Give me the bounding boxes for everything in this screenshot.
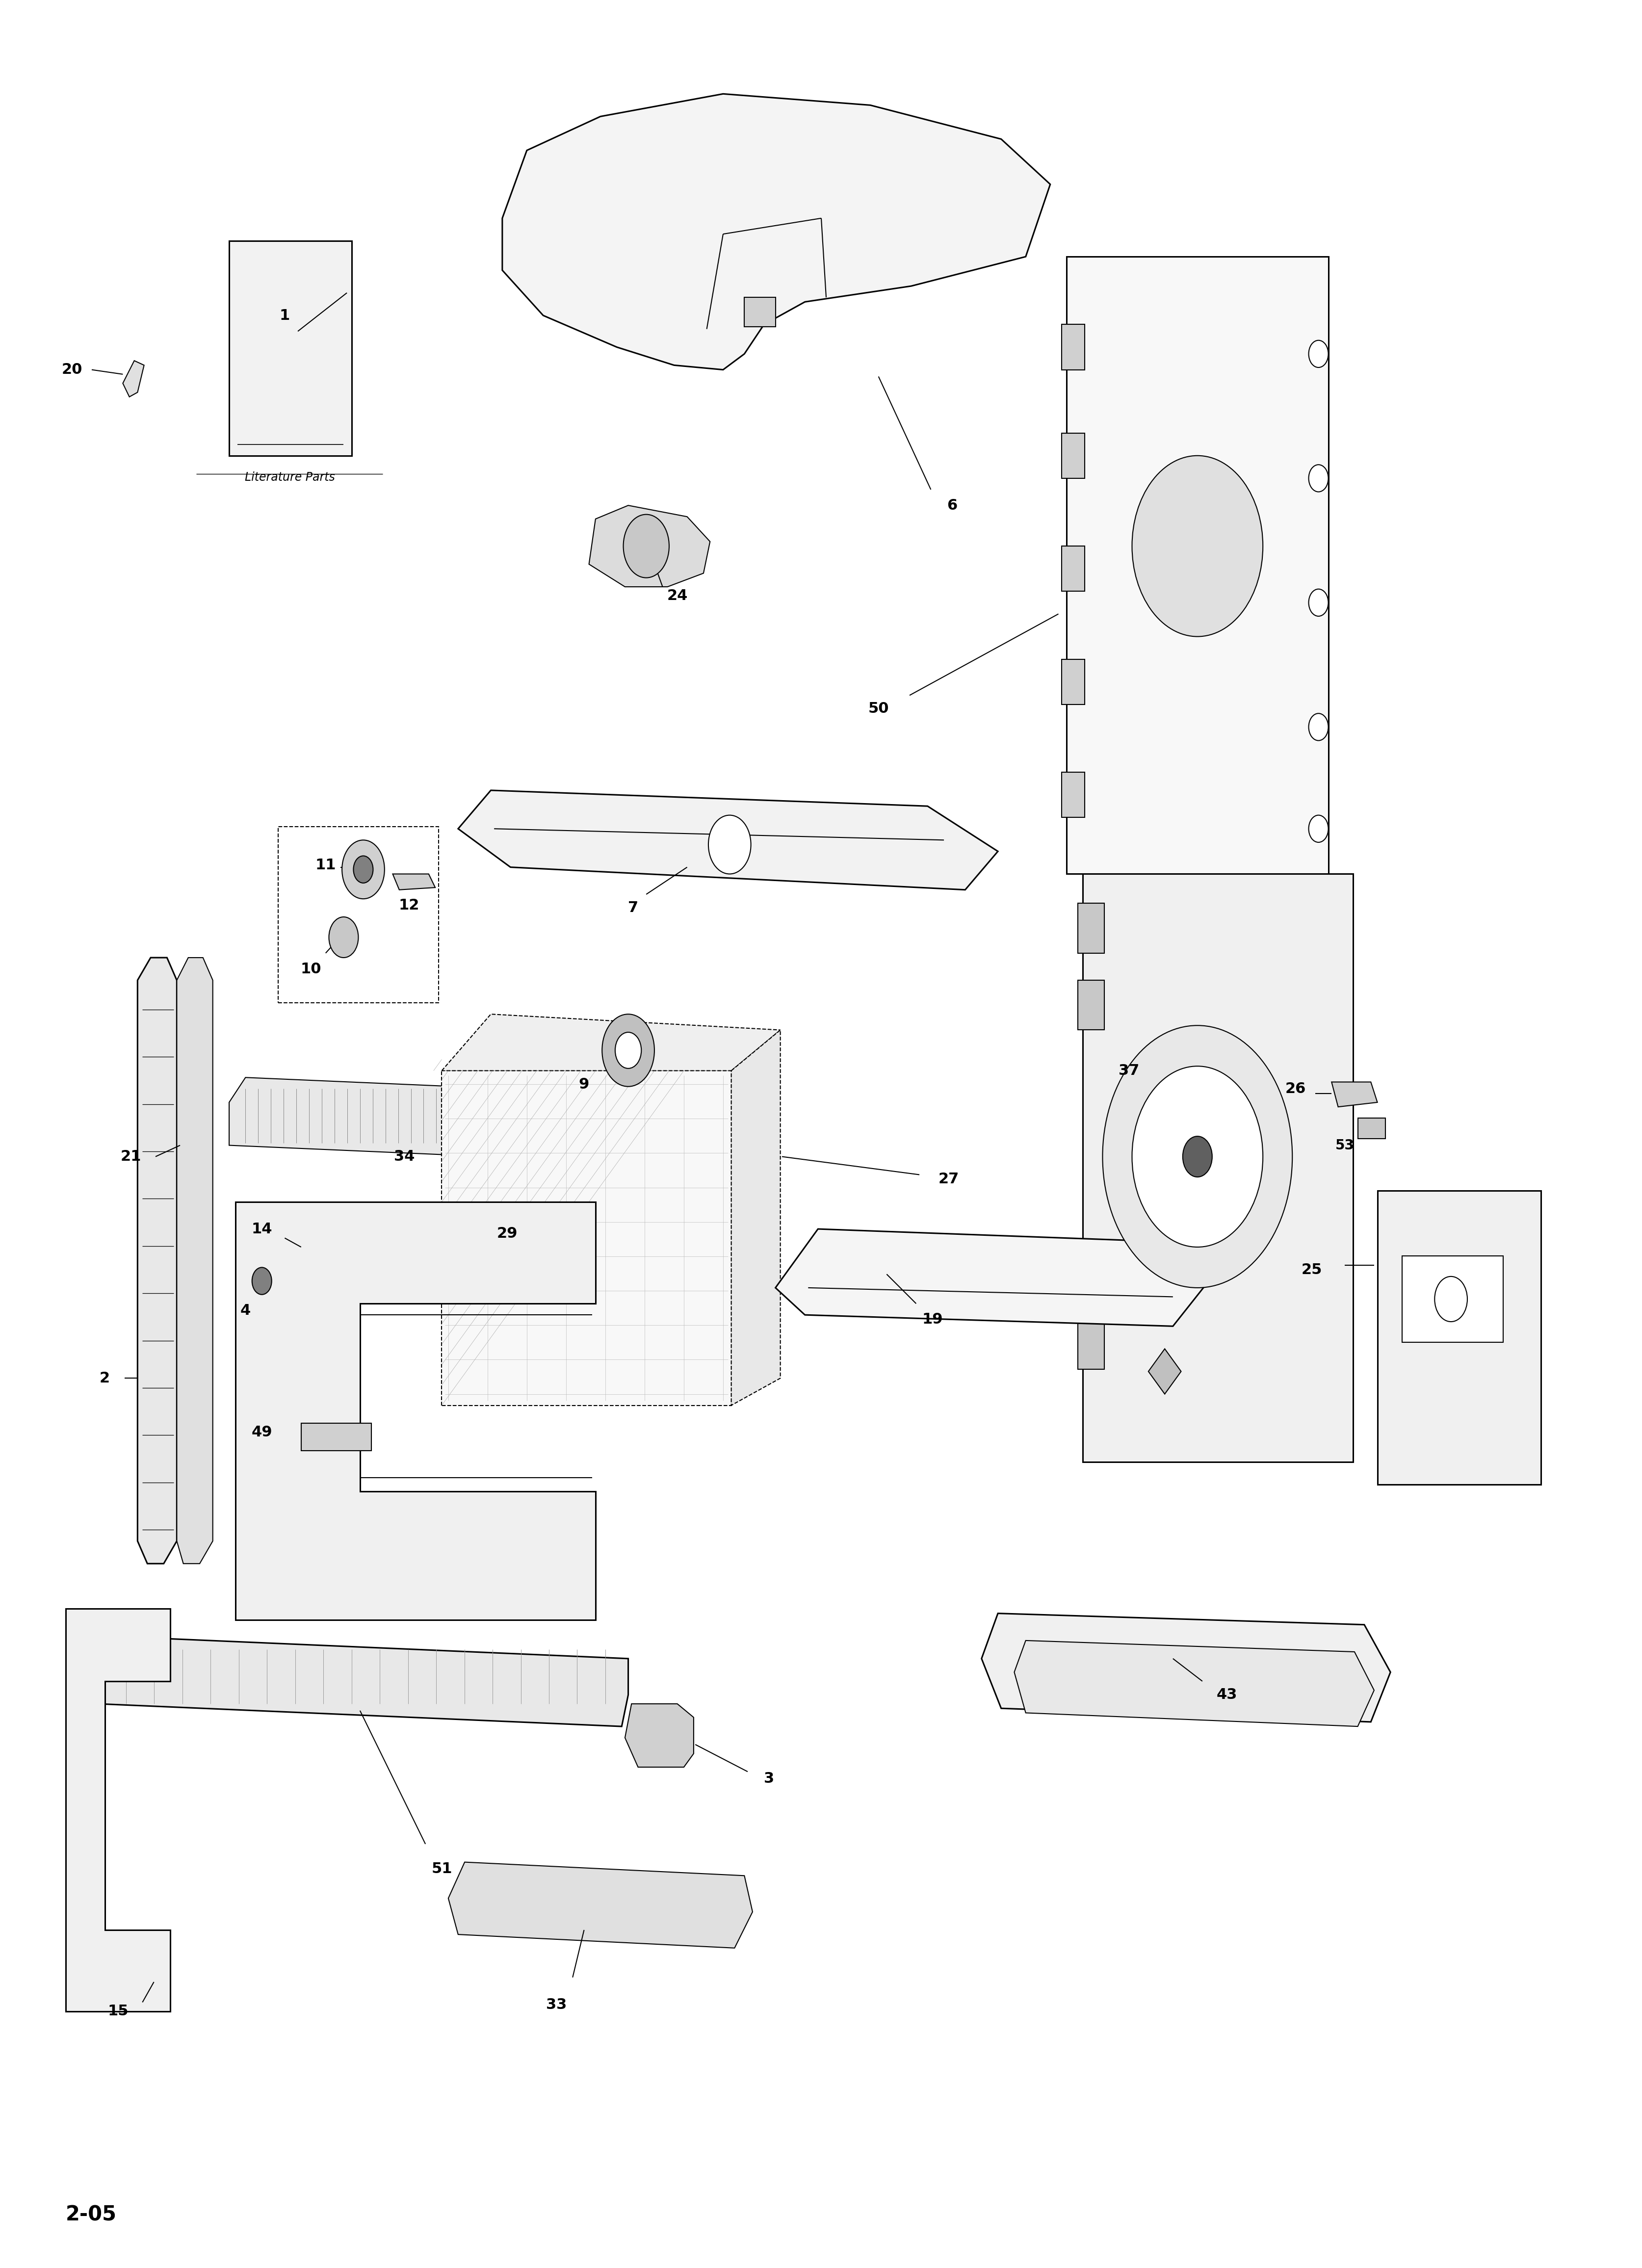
Polygon shape (442, 1014, 780, 1070)
Polygon shape (1378, 1191, 1540, 1486)
Bar (1061, 660, 1084, 705)
Polygon shape (300, 1424, 371, 1452)
Bar (1061, 433, 1084, 479)
Circle shape (1309, 590, 1328, 617)
Circle shape (1182, 1136, 1212, 1177)
Polygon shape (66, 1608, 171, 2012)
Text: 1: 1 (279, 308, 291, 322)
Polygon shape (230, 1077, 612, 1161)
Bar (277, 826, 438, 1002)
Text: Literature Parts: Literature Parts (245, 472, 335, 483)
Text: 53: 53 (1335, 1139, 1353, 1152)
Bar (1402, 1256, 1502, 1343)
Text: 33: 33 (545, 1998, 566, 2012)
Text: 24: 24 (667, 590, 688, 603)
Text: 11: 11 (315, 857, 337, 871)
Circle shape (1309, 714, 1328, 742)
Polygon shape (982, 1613, 1391, 1721)
Text: 19: 19 (921, 1313, 943, 1327)
Text: 7: 7 (627, 900, 639, 914)
Polygon shape (624, 1703, 693, 1767)
Bar (1061, 324, 1084, 370)
Circle shape (708, 814, 750, 873)
Text: 26: 26 (1284, 1082, 1305, 1095)
Circle shape (603, 1014, 654, 1086)
Polygon shape (392, 873, 435, 889)
Circle shape (1309, 814, 1328, 841)
Text: 29: 29 (496, 1227, 517, 1241)
Polygon shape (589, 506, 709, 587)
Text: 4: 4 (240, 1304, 251, 1318)
Circle shape (1131, 1066, 1263, 1247)
Bar (1061, 771, 1084, 816)
Polygon shape (1015, 1640, 1374, 1726)
Text: 14: 14 (251, 1222, 273, 1236)
Circle shape (342, 839, 384, 898)
Circle shape (1131, 456, 1263, 637)
Bar (1061, 547, 1084, 592)
Circle shape (328, 916, 358, 957)
Polygon shape (99, 1635, 627, 1726)
Polygon shape (1332, 1082, 1378, 1107)
Text: 27: 27 (938, 1173, 959, 1186)
Text: 50: 50 (869, 701, 888, 717)
Text: 25: 25 (1300, 1263, 1322, 1277)
Polygon shape (138, 957, 177, 1563)
Polygon shape (442, 1070, 731, 1406)
Polygon shape (1082, 873, 1353, 1463)
Bar (1077, 903, 1103, 953)
Polygon shape (1148, 1349, 1181, 1395)
Circle shape (1309, 340, 1328, 367)
Polygon shape (123, 361, 144, 397)
Polygon shape (1358, 1118, 1386, 1139)
Text: 21: 21 (120, 1150, 141, 1163)
Bar (1077, 1320, 1103, 1370)
Text: 15: 15 (107, 2005, 128, 2019)
Circle shape (624, 515, 668, 578)
Text: 2-05: 2-05 (66, 2204, 117, 2225)
Bar (230, 240, 351, 456)
Text: 2: 2 (100, 1372, 110, 1386)
Text: 6: 6 (946, 499, 957, 513)
Text: 37: 37 (1118, 1064, 1140, 1077)
Bar (1077, 980, 1103, 1030)
Text: 20: 20 (62, 363, 82, 376)
Polygon shape (744, 297, 775, 327)
Polygon shape (731, 1030, 780, 1406)
Circle shape (616, 1032, 640, 1068)
Text: 34: 34 (394, 1150, 414, 1163)
Polygon shape (1066, 256, 1328, 873)
Text: 51: 51 (432, 1862, 452, 1876)
Text: 49: 49 (251, 1424, 273, 1440)
Polygon shape (458, 789, 998, 889)
Circle shape (1309, 465, 1328, 492)
Circle shape (1102, 1025, 1292, 1288)
Polygon shape (502, 93, 1049, 370)
Polygon shape (177, 957, 213, 1563)
Text: 43: 43 (1217, 1687, 1236, 1701)
Polygon shape (235, 1202, 596, 1619)
Bar (1077, 1247, 1103, 1297)
Circle shape (353, 855, 373, 882)
Text: 12: 12 (399, 898, 419, 912)
Polygon shape (775, 1229, 1210, 1327)
Text: 10: 10 (300, 962, 322, 975)
Polygon shape (448, 1862, 752, 1948)
Circle shape (251, 1268, 271, 1295)
Text: 9: 9 (578, 1077, 589, 1091)
Circle shape (1433, 1277, 1466, 1322)
Text: 3: 3 (764, 1771, 773, 1785)
